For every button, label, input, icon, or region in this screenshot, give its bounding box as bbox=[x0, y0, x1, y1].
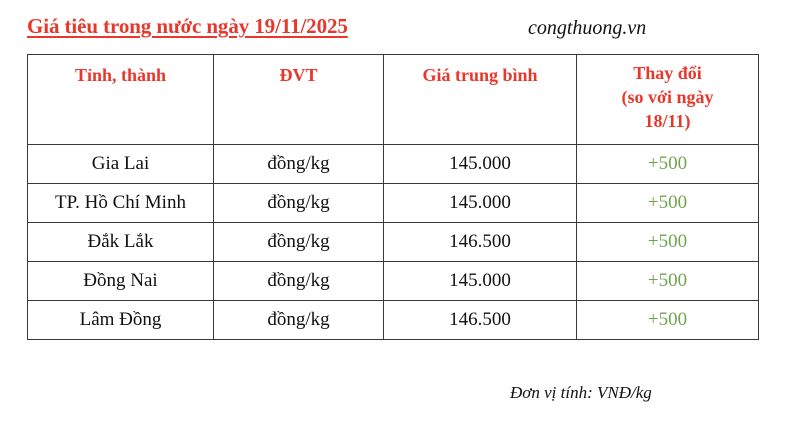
domestic-pepper-price-table: Tỉnh, thành ĐVT Giá trung bình Thay đổi … bbox=[27, 54, 759, 340]
column-header-change-label-line3: 18/11) bbox=[644, 110, 691, 131]
table-header-row: Tỉnh, thành ĐVT Giá trung bình Thay đổi … bbox=[27, 54, 759, 145]
cell-unit: đồng/kg bbox=[213, 183, 384, 223]
cell-average-price: 146.500 bbox=[383, 300, 577, 340]
cell-province: TP. Hồ Chí Minh bbox=[27, 183, 214, 223]
cell-unit: đồng/kg bbox=[213, 144, 384, 184]
page-header: Giá tiêu trong nước ngày 19/11/2025 cong… bbox=[0, 0, 800, 52]
cell-province: Lâm Đồng bbox=[27, 300, 214, 340]
cell-average-price: 146.500 bbox=[383, 222, 577, 262]
table-row: Gia Lai đồng/kg 145.000 +500 bbox=[27, 144, 759, 184]
cell-change: +500 bbox=[576, 183, 759, 223]
cell-change: +500 bbox=[576, 222, 759, 262]
page-title: Giá tiêu trong nước ngày 19/11/2025 bbox=[27, 14, 348, 38]
table-header: Tỉnh, thành ĐVT Giá trung bình Thay đổi … bbox=[27, 54, 759, 145]
column-header-average-price-label: Giá trung bình bbox=[422, 65, 538, 85]
cell-unit: đồng/kg bbox=[213, 222, 384, 262]
cell-change: +500 bbox=[576, 300, 759, 340]
column-header-change-label-line1: Thay đổi bbox=[633, 63, 702, 83]
table-row: Lâm Đồng đồng/kg 146.500 +500 bbox=[27, 300, 759, 340]
cell-change: +500 bbox=[576, 261, 759, 301]
cell-average-price: 145.000 bbox=[383, 183, 577, 223]
column-header-unit: ĐVT bbox=[213, 54, 384, 145]
table-row: TP. Hồ Chí Minh đồng/kg 145.000 +500 bbox=[27, 183, 759, 223]
cell-change: +500 bbox=[576, 144, 759, 184]
cell-average-price: 145.000 bbox=[383, 261, 577, 301]
column-header-change-label-line2: (so với ngày bbox=[621, 86, 714, 107]
table-row: Đồng Nai đồng/kg 145.000 +500 bbox=[27, 261, 759, 301]
column-header-province: Tỉnh, thành bbox=[27, 54, 214, 145]
column-header-average-price: Giá trung bình bbox=[383, 54, 577, 145]
column-header-province-label: Tỉnh, thành bbox=[74, 65, 167, 85]
table-body: Gia Lai đồng/kg 145.000 +500 TP. Hồ Chí … bbox=[27, 144, 759, 340]
cell-average-price: 145.000 bbox=[383, 144, 577, 184]
cell-province: Đồng Nai bbox=[27, 261, 214, 301]
unit-note: Đơn vị tính: VNĐ/kg bbox=[510, 383, 652, 402]
brand-watermark: congthuong.vn bbox=[528, 17, 647, 39]
column-header-change: Thay đổi (so với ngày 18/11) bbox=[576, 54, 759, 145]
table-row: Đắk Lắk đồng/kg 146.500 +500 bbox=[27, 222, 759, 262]
cell-unit: đồng/kg bbox=[213, 300, 384, 340]
cell-unit: đồng/kg bbox=[213, 261, 384, 301]
cell-province: Đắk Lắk bbox=[27, 222, 214, 262]
cell-province: Gia Lai bbox=[27, 144, 214, 184]
column-header-unit-label: ĐVT bbox=[279, 65, 318, 85]
